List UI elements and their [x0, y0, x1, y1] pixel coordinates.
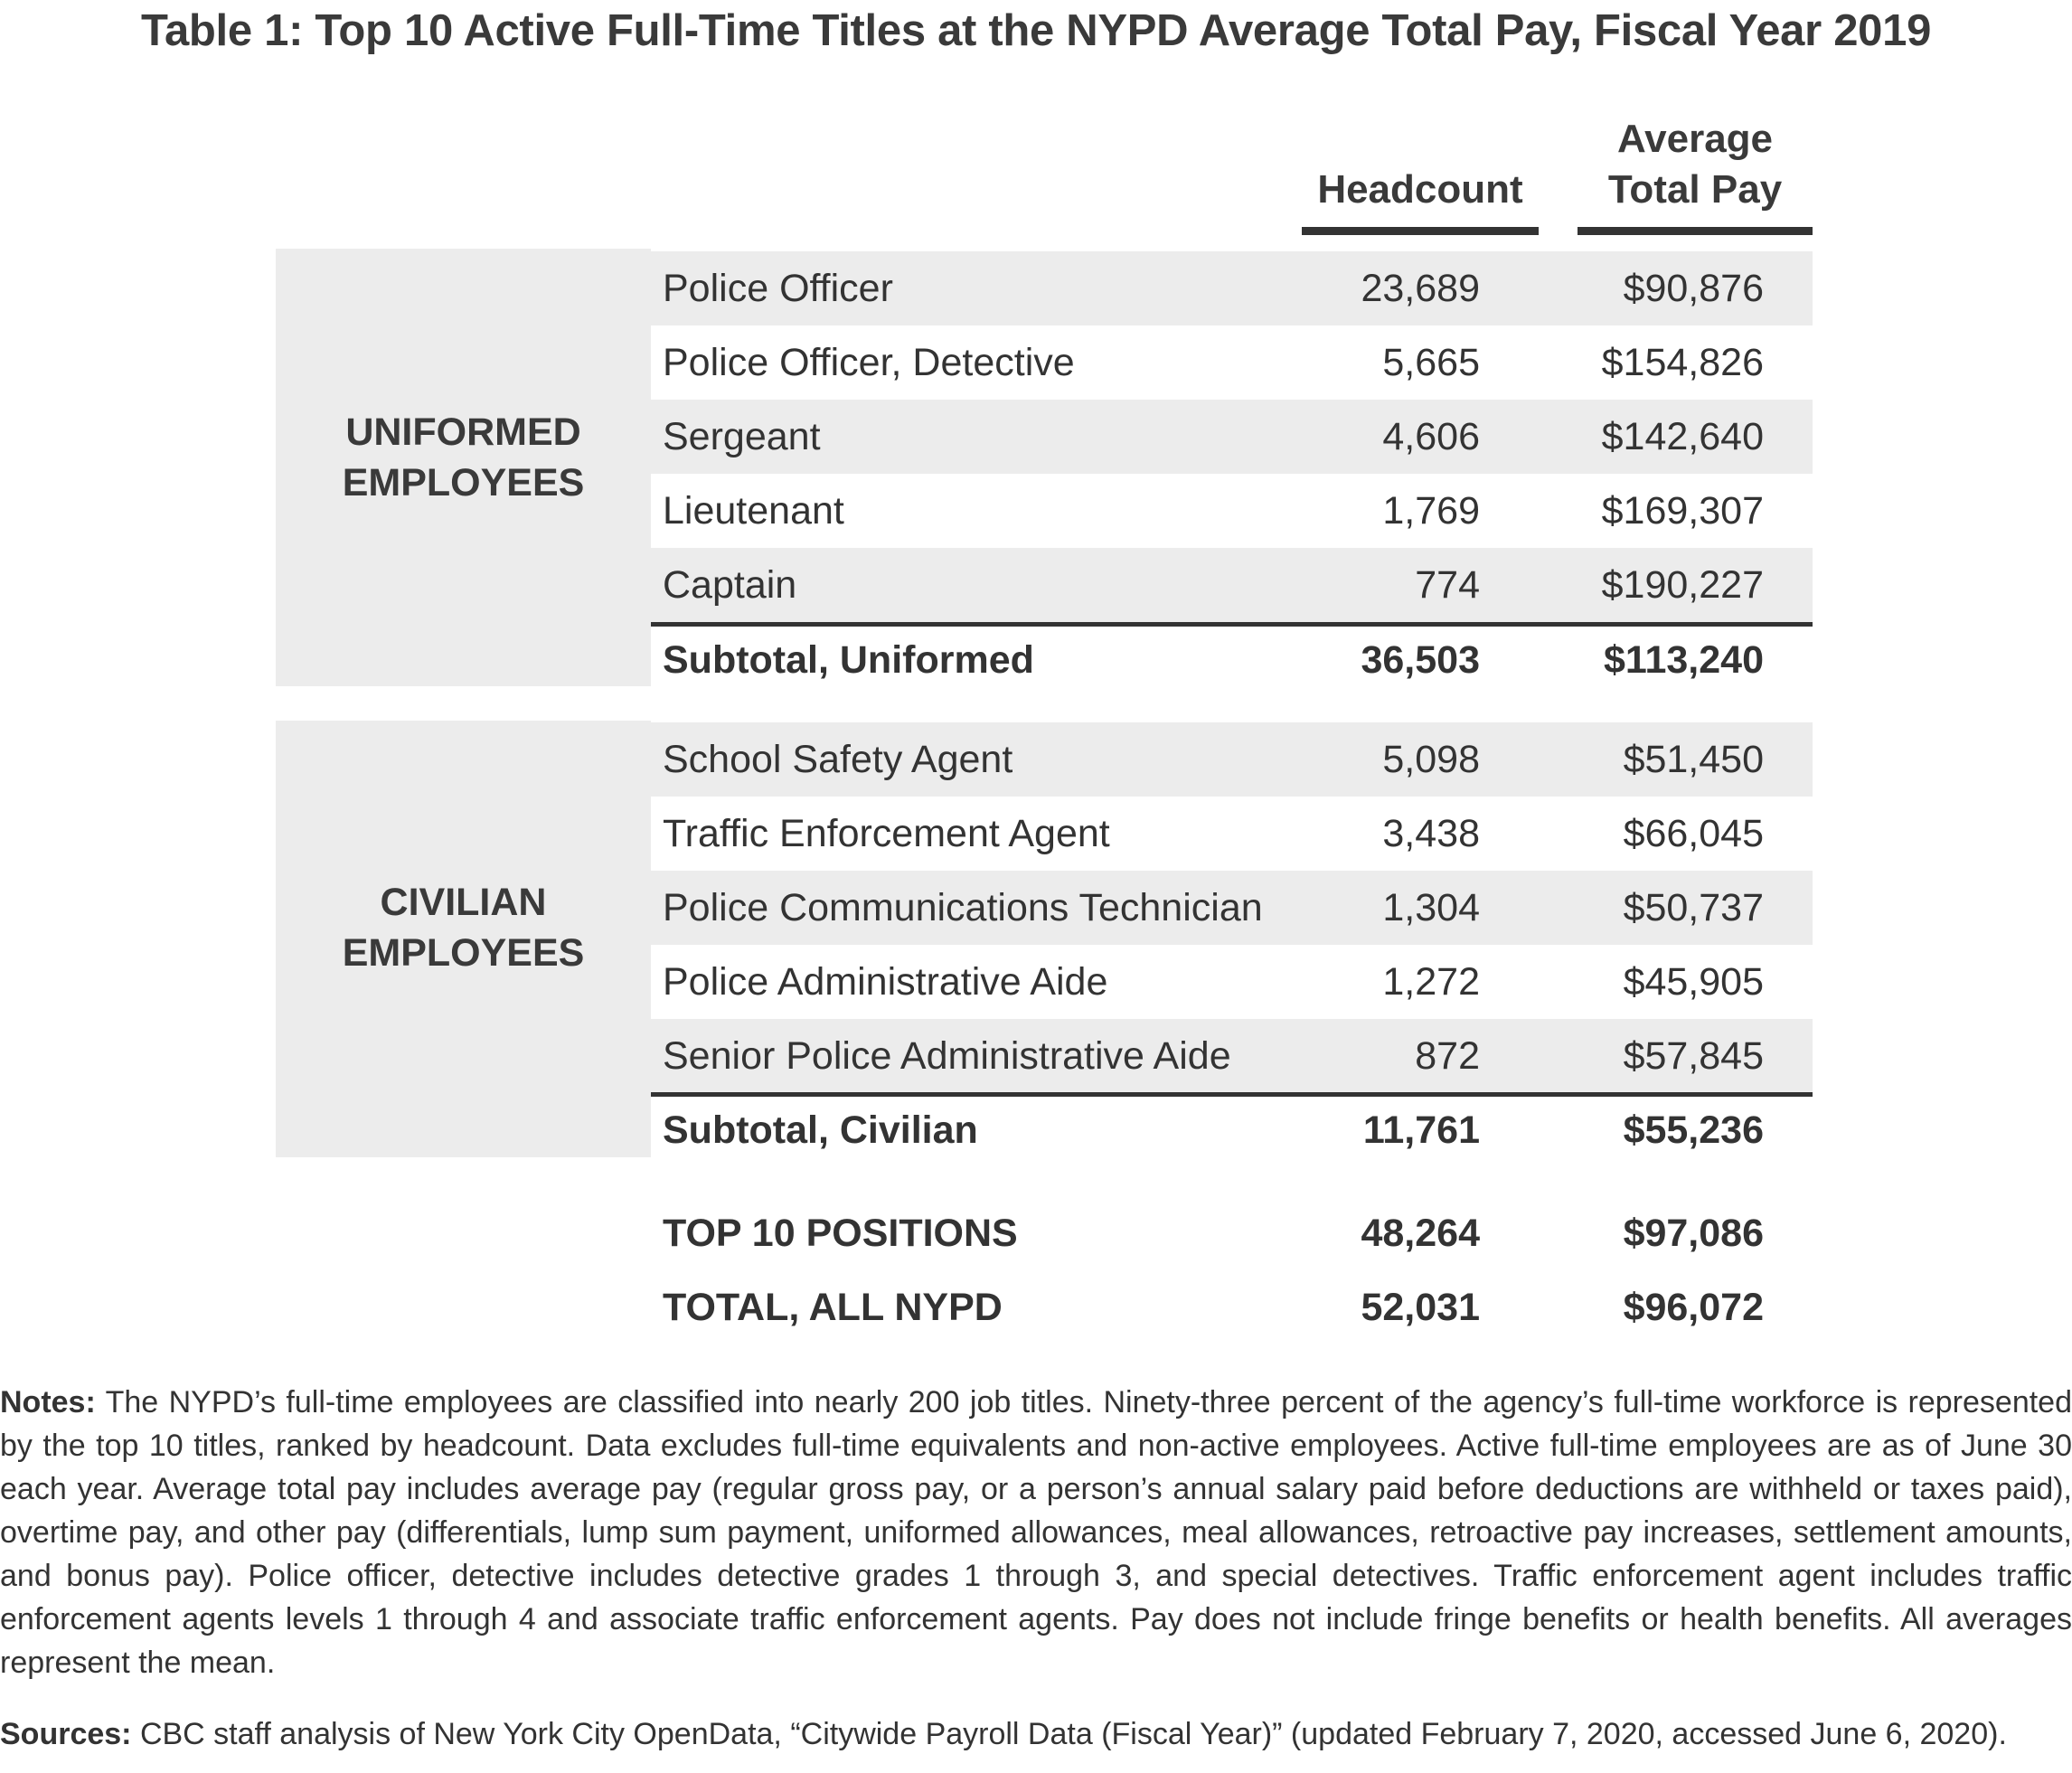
row-pay: $169,307 — [1601, 489, 1764, 533]
avg-pay-header-line1: Average — [1616, 117, 1774, 161]
notes-text: The NYPD’s full-time employees are class… — [0, 1385, 2072, 1680]
row-headcount: 4,606 — [1382, 415, 1480, 458]
row-headcount: 5,098 — [1382, 738, 1480, 781]
table-row: Police Officer, Detective 5,665 $154,826 — [651, 325, 1813, 400]
row-pay: $50,737 — [1623, 886, 1764, 929]
total-title: TOTAL, ALL NYPD — [663, 1286, 1003, 1329]
notes-label: Notes: — [0, 1385, 96, 1419]
row-headcount: 774 — [1415, 563, 1480, 607]
total-headcount: 48,264 — [1361, 1212, 1480, 1255]
subtotal-row: Subtotal, Civilian 11,761 $55,236 — [651, 1093, 1813, 1167]
total-row-top10: TOP 10 POSITIONS 48,264 $97,086 — [651, 1196, 1813, 1270]
row-title: Lieutenant — [663, 489, 844, 533]
uniformed-label-line2: EMPLOYEES — [342, 461, 585, 505]
row-title: Traffic Enforcement Agent — [663, 812, 1110, 855]
sources-text: CBC staff analysis of New York City Open… — [139, 1717, 2007, 1751]
avg-pay-header-rule — [1578, 227, 1813, 235]
row-title: Police Communications Technician — [663, 886, 1263, 929]
row-headcount: 5,665 — [1382, 341, 1480, 384]
row-title: Police Officer — [663, 267, 893, 310]
subtotal-pay: $55,236 — [1623, 1108, 1764, 1152]
row-pay: $57,845 — [1623, 1034, 1764, 1078]
uniformed-group-label: UNIFORMED EMPLOYEES — [276, 407, 651, 508]
table-title: Table 1: Top 10 Active Full-Time Titles … — [140, 6, 1932, 55]
row-title: Senior Police Administrative Aide — [663, 1034, 1231, 1078]
table-row: School Safety Agent 5,098 $51,450 — [651, 722, 1813, 797]
subtotal-divider — [651, 622, 1813, 627]
row-headcount: 1,272 — [1382, 960, 1480, 1004]
table-row: Police Administrative Aide 1,272 $45,905 — [651, 945, 1813, 1019]
row-headcount: 1,769 — [1382, 489, 1480, 533]
sources-label: Sources: — [0, 1717, 132, 1751]
row-title: School Safety Agent — [663, 738, 1013, 781]
subtotal-title: Subtotal, Civilian — [663, 1108, 978, 1152]
row-pay: $51,450 — [1623, 738, 1764, 781]
table-row: Captain 774 $190,227 — [651, 548, 1813, 622]
row-title: Police Administrative Aide — [663, 960, 1108, 1004]
civilian-group-background — [276, 721, 651, 1157]
uniformed-label-line1: UNIFORMED — [345, 410, 581, 454]
subtotal-headcount: 36,503 — [1361, 638, 1480, 682]
subtotal-pay: $113,240 — [1604, 638, 1764, 682]
table-row: Police Communications Technician 1,304 $… — [651, 871, 1813, 945]
row-pay: $90,876 — [1623, 267, 1764, 310]
row-headcount: 23,689 — [1361, 267, 1480, 310]
total-pay: $96,072 — [1623, 1286, 1764, 1329]
row-headcount: 3,438 — [1382, 812, 1480, 855]
row-headcount: 1,304 — [1382, 886, 1480, 929]
headcount-header-label: Headcount — [1317, 167, 1523, 212]
uniformed-group-background — [276, 249, 651, 686]
row-pay: $45,905 — [1623, 960, 1764, 1004]
table-row: Police Officer 23,689 $90,876 — [651, 251, 1813, 325]
headcount-header-rule — [1302, 227, 1539, 235]
civilian-label-line2: EMPLOYEES — [342, 931, 585, 975]
table-row: Traffic Enforcement Agent 3,438 $66,045 — [651, 797, 1813, 871]
subtotal-divider — [651, 1092, 1813, 1097]
table-row: Sergeant 4,606 $142,640 — [651, 400, 1813, 474]
notes-paragraph: Notes: The NYPD’s full-time employees ar… — [0, 1381, 2072, 1684]
row-pay: $190,227 — [1601, 563, 1764, 607]
table-row: Senior Police Administrative Aide 872 $5… — [651, 1019, 1813, 1093]
civilian-group-label: CIVILIAN EMPLOYEES — [276, 877, 651, 978]
table-row: Lieutenant 1,769 $169,307 — [651, 474, 1813, 548]
avg-pay-column-header: Average Total Pay — [1578, 114, 1813, 235]
total-headcount: 52,031 — [1361, 1286, 1480, 1329]
row-pay: $142,640 — [1601, 415, 1764, 458]
avg-pay-header-line2: Total Pay — [1607, 167, 1783, 212]
row-title: Sergeant — [663, 415, 821, 458]
headcount-column-header: Headcount — [1302, 165, 1539, 235]
subtotal-headcount: 11,761 — [1362, 1108, 1480, 1152]
total-title: TOP 10 POSITIONS — [663, 1212, 1018, 1255]
row-title: Police Officer, Detective — [663, 341, 1075, 384]
row-headcount: 872 — [1415, 1034, 1480, 1078]
row-title: Captain — [663, 563, 797, 607]
subtotal-title: Subtotal, Uniformed — [663, 638, 1034, 682]
civilian-label-line1: CIVILIAN — [380, 881, 547, 924]
sources-line: Sources: CBC staff analysis of New York … — [0, 1712, 2072, 1756]
total-row-all-nypd: TOTAL, ALL NYPD 52,031 $96,072 — [651, 1270, 1813, 1344]
total-pay: $97,086 — [1623, 1212, 1764, 1255]
row-pay: $66,045 — [1623, 812, 1764, 855]
subtotal-row: Subtotal, Uniformed 36,503 $113,240 — [651, 623, 1813, 697]
row-pay: $154,826 — [1601, 341, 1764, 384]
